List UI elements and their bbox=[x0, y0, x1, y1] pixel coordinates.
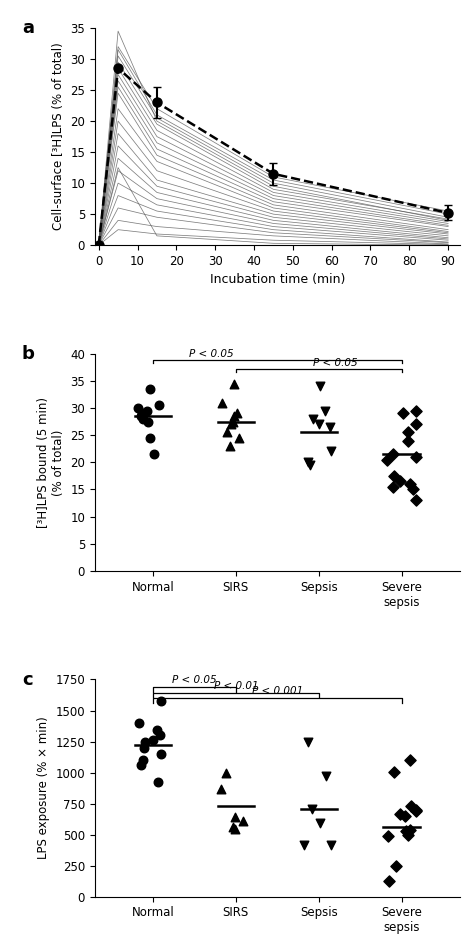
Text: P < 0.01: P < 0.01 bbox=[213, 681, 258, 690]
Point bbox=[218, 781, 225, 796]
Point bbox=[234, 406, 241, 421]
Point bbox=[155, 775, 162, 790]
Point bbox=[304, 455, 311, 470]
Point bbox=[229, 414, 237, 429]
Point bbox=[328, 838, 335, 853]
Point bbox=[412, 403, 419, 418]
Point bbox=[138, 406, 146, 421]
Point bbox=[137, 409, 145, 424]
Point bbox=[229, 820, 237, 835]
Point bbox=[385, 873, 392, 888]
Point bbox=[226, 439, 234, 454]
Point bbox=[390, 446, 397, 461]
Point bbox=[155, 398, 163, 413]
Point bbox=[315, 417, 323, 432]
Point bbox=[408, 799, 415, 814]
Point bbox=[306, 458, 314, 473]
Point bbox=[384, 828, 392, 843]
Point bbox=[308, 801, 316, 816]
Point bbox=[406, 476, 414, 491]
Point bbox=[143, 403, 151, 418]
Point bbox=[239, 814, 246, 828]
Text: b: b bbox=[22, 345, 35, 363]
Point bbox=[146, 382, 154, 397]
Point bbox=[301, 838, 308, 853]
Point bbox=[383, 452, 391, 467]
Point bbox=[137, 757, 145, 772]
Point bbox=[401, 809, 409, 824]
Point bbox=[156, 728, 164, 743]
Point bbox=[140, 741, 147, 756]
Point bbox=[153, 723, 161, 738]
Point bbox=[134, 401, 142, 416]
Point bbox=[231, 810, 238, 825]
Point bbox=[406, 753, 414, 768]
Text: P < 0.001: P < 0.001 bbox=[252, 686, 303, 696]
Point bbox=[392, 858, 400, 873]
Point bbox=[389, 479, 396, 494]
Point bbox=[412, 803, 419, 818]
Point bbox=[157, 694, 165, 709]
Point bbox=[150, 446, 158, 461]
Point bbox=[236, 431, 243, 446]
Point bbox=[412, 449, 420, 464]
Point bbox=[321, 403, 329, 418]
Point bbox=[397, 806, 404, 821]
Point bbox=[327, 444, 334, 459]
X-axis label: Incubation time (min): Incubation time (min) bbox=[210, 274, 345, 287]
Point bbox=[309, 412, 316, 427]
Point bbox=[135, 715, 142, 730]
Y-axis label: LPS exposure (% × min): LPS exposure (% × min) bbox=[37, 716, 50, 859]
Point bbox=[218, 395, 226, 410]
Point bbox=[146, 431, 154, 446]
Point bbox=[157, 746, 164, 761]
Point bbox=[396, 474, 403, 488]
Point bbox=[149, 733, 156, 748]
Point bbox=[409, 482, 416, 497]
Point bbox=[230, 376, 237, 391]
Text: P < 0.05: P < 0.05 bbox=[189, 349, 233, 360]
Point bbox=[404, 425, 412, 440]
Point bbox=[404, 433, 411, 448]
Text: c: c bbox=[22, 671, 32, 688]
Point bbox=[404, 828, 412, 842]
Point bbox=[145, 414, 152, 429]
Point bbox=[402, 824, 410, 839]
Point bbox=[399, 406, 407, 421]
Point bbox=[412, 417, 419, 432]
Point bbox=[223, 425, 231, 440]
Point bbox=[390, 764, 398, 779]
Point bbox=[412, 802, 419, 817]
Point bbox=[141, 734, 148, 749]
Text: P < 0.05: P < 0.05 bbox=[313, 358, 358, 368]
Point bbox=[412, 493, 420, 508]
Point bbox=[305, 734, 312, 749]
Point bbox=[391, 469, 398, 484]
Point bbox=[327, 419, 334, 434]
Point bbox=[322, 768, 330, 783]
Point bbox=[230, 409, 237, 424]
Point bbox=[139, 753, 147, 768]
Text: a: a bbox=[22, 20, 34, 37]
Point bbox=[406, 822, 414, 837]
Point bbox=[140, 412, 147, 427]
Point bbox=[316, 816, 324, 831]
Point bbox=[317, 379, 324, 394]
Point bbox=[222, 765, 230, 780]
Point bbox=[227, 417, 235, 432]
Text: P < 0.05: P < 0.05 bbox=[172, 675, 217, 685]
Point bbox=[232, 822, 239, 837]
Y-axis label: [³H]LPS bound (5 min)
(% of total): [³H]LPS bound (5 min) (% of total) bbox=[36, 397, 64, 528]
Y-axis label: Cell-surface [³H]LPS (% of total): Cell-surface [³H]LPS (% of total) bbox=[52, 43, 64, 231]
